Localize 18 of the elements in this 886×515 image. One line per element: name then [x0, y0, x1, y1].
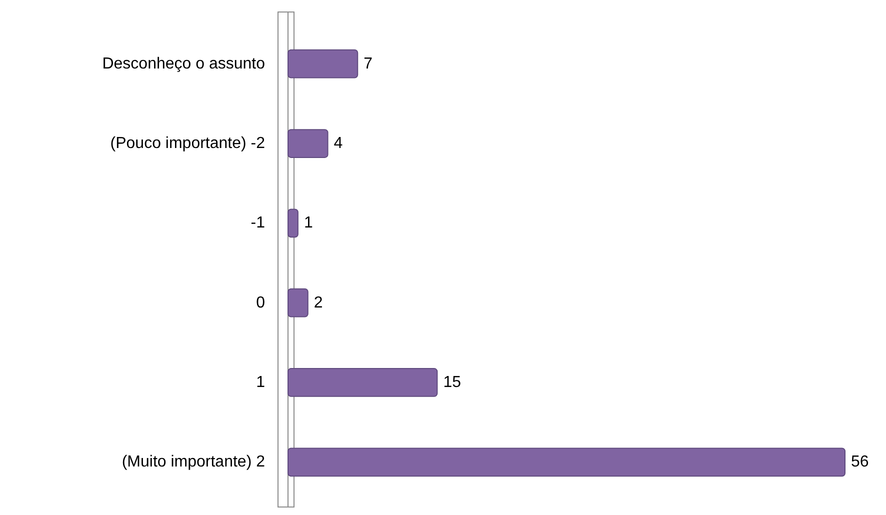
data-label: 56 [851, 454, 869, 471]
data-label: 2 [314, 294, 323, 312]
y-tick-label: (Pouco importante) -2 [110, 135, 266, 152]
data-label: 1 [304, 214, 313, 232]
bar [288, 288, 308, 318]
bar [288, 448, 846, 477]
y-tick-label: 0 [256, 294, 266, 312]
data-label: 7 [364, 55, 373, 72]
bar [288, 49, 358, 78]
bar [288, 208, 298, 238]
y-tick-label: Desconheço o assunto [102, 55, 266, 72]
data-label: 4 [334, 135, 343, 152]
data-label: 15 [443, 374, 462, 391]
bar [288, 129, 328, 158]
y-tick-label: 1 [256, 374, 266, 391]
y-tick-label: -1 [250, 214, 266, 232]
y-tick-label: (Muito importante) 2 [122, 454, 266, 471]
bar [288, 368, 438, 397]
